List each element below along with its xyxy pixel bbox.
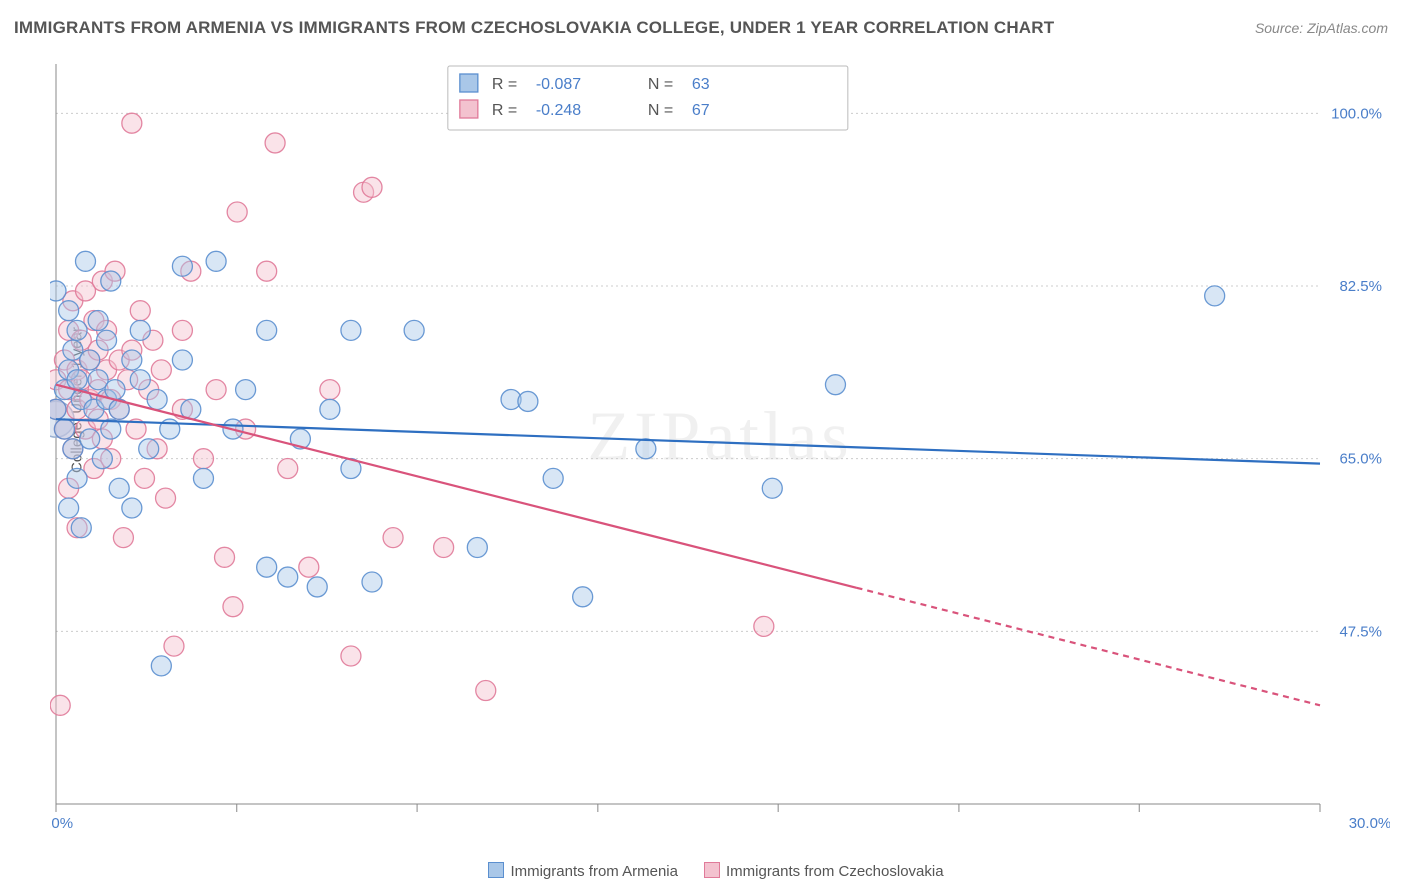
svg-text:63: 63 bbox=[692, 76, 710, 93]
scatter-point bbox=[92, 449, 112, 469]
scatter-point bbox=[404, 320, 424, 340]
source-value: ZipAtlas.com bbox=[1307, 20, 1388, 36]
scatter-point bbox=[754, 616, 774, 636]
scatter-point bbox=[257, 261, 277, 281]
scatter-point bbox=[75, 251, 95, 271]
scatter-point bbox=[50, 281, 66, 301]
scatter-point bbox=[59, 301, 79, 321]
scatter-point bbox=[88, 311, 108, 331]
legend-swatch bbox=[704, 862, 720, 878]
scatter-point bbox=[206, 251, 226, 271]
scatter-point bbox=[825, 375, 845, 395]
scatter-point bbox=[543, 468, 563, 488]
scatter-point bbox=[164, 636, 184, 656]
scatter-point bbox=[206, 380, 226, 400]
scatter-point bbox=[130, 370, 150, 390]
svg-text:N =: N = bbox=[648, 76, 673, 93]
scatter-point bbox=[193, 449, 213, 469]
scatter-point bbox=[467, 537, 487, 557]
scatter-point bbox=[341, 646, 361, 666]
scatter-point bbox=[227, 202, 247, 222]
scatter-point bbox=[109, 478, 129, 498]
scatter-point bbox=[236, 380, 256, 400]
svg-text:65.0%: 65.0% bbox=[1339, 451, 1382, 468]
scatter-point bbox=[97, 330, 117, 350]
scatter-point bbox=[320, 380, 340, 400]
scatter-point bbox=[307, 577, 327, 597]
scatter-point bbox=[50, 695, 70, 715]
scatter-point bbox=[130, 301, 150, 321]
legend-label: Immigrants from Czechoslovakia bbox=[726, 863, 944, 880]
scatter-point bbox=[518, 391, 538, 411]
source-label: Source: bbox=[1255, 20, 1307, 36]
scatter-point bbox=[122, 498, 142, 518]
scatter-point bbox=[71, 518, 91, 538]
svg-text:82.5%: 82.5% bbox=[1339, 278, 1382, 295]
scatter-point bbox=[139, 439, 159, 459]
scatter-point bbox=[50, 399, 66, 419]
svg-text:-0.087: -0.087 bbox=[536, 76, 581, 93]
scatter-point bbox=[476, 681, 496, 701]
scatter-point bbox=[151, 656, 171, 676]
scatter-point bbox=[383, 528, 403, 548]
scatter-point bbox=[434, 537, 454, 557]
scatter-svg: ZIPatlas 47.5% 65.0% 82.5% 100.0% 0.0% 30.0% R … bbox=[50, 54, 1390, 834]
scatter-point bbox=[320, 399, 340, 419]
scatter-point bbox=[101, 271, 121, 291]
legend-label: Immigrants from Armenia bbox=[510, 863, 678, 880]
scatter-point bbox=[59, 498, 79, 518]
svg-text:-0.248: -0.248 bbox=[536, 102, 581, 119]
scatter-point bbox=[257, 320, 277, 340]
scatter-point bbox=[278, 459, 298, 479]
chart-title: IMMIGRANTS FROM ARMENIA VS IMMIGRANTS FR… bbox=[14, 18, 1054, 38]
scatter-point bbox=[573, 587, 593, 607]
scatter-point bbox=[80, 429, 100, 449]
svg-text:30.0%: 30.0% bbox=[1349, 815, 1390, 832]
scatter-point bbox=[172, 320, 192, 340]
scatter-point bbox=[134, 468, 154, 488]
x-axis-legend: Immigrants from Armenia Immigrants from C… bbox=[0, 862, 1406, 880]
plot-area: ZIPatlas 47.5% 65.0% 82.5% 100.0% 0.0% 30.0% R … bbox=[50, 54, 1390, 834]
scatter-point bbox=[299, 557, 319, 577]
scatter-point bbox=[67, 468, 87, 488]
scatter-point bbox=[151, 360, 171, 380]
scatter-point bbox=[172, 256, 192, 276]
scatter-point bbox=[122, 350, 142, 370]
scatter-point bbox=[54, 419, 74, 439]
source-attribution: Source: ZipAtlas.com bbox=[1255, 20, 1388, 36]
scatter-point bbox=[172, 350, 192, 370]
scatter-point bbox=[341, 320, 361, 340]
svg-text:0.0%: 0.0% bbox=[50, 815, 73, 832]
scatter-point bbox=[147, 389, 167, 409]
scatter-point bbox=[257, 557, 277, 577]
svg-text:67: 67 bbox=[692, 102, 710, 119]
scatter-point bbox=[265, 133, 285, 153]
scatter-point bbox=[67, 370, 87, 390]
scatter-point bbox=[67, 320, 87, 340]
scatter-point bbox=[762, 478, 782, 498]
scatter-point bbox=[215, 547, 235, 567]
svg-text:R =: R = bbox=[492, 76, 517, 93]
scatter-point bbox=[193, 468, 213, 488]
svg-text:R =: R = bbox=[492, 102, 517, 119]
scatter-point bbox=[130, 320, 150, 340]
scatter-point bbox=[223, 597, 243, 617]
svg-text:N =: N = bbox=[648, 102, 673, 119]
scatter-point bbox=[156, 488, 176, 508]
svg-text:ZIPatlas: ZIPatlas bbox=[587, 399, 852, 476]
scatter-point bbox=[1205, 286, 1225, 306]
scatter-point bbox=[362, 177, 382, 197]
svg-text:47.5%: 47.5% bbox=[1339, 623, 1382, 640]
legend-swatch bbox=[488, 862, 504, 878]
scatter-point bbox=[278, 567, 298, 587]
svg-text:100.0%: 100.0% bbox=[1331, 105, 1382, 122]
scatter-point bbox=[636, 439, 656, 459]
scatter-point bbox=[113, 528, 133, 548]
scatter-point bbox=[362, 572, 382, 592]
scatter-point bbox=[122, 113, 142, 133]
scatter-point bbox=[105, 380, 125, 400]
scatter-point bbox=[80, 350, 100, 370]
